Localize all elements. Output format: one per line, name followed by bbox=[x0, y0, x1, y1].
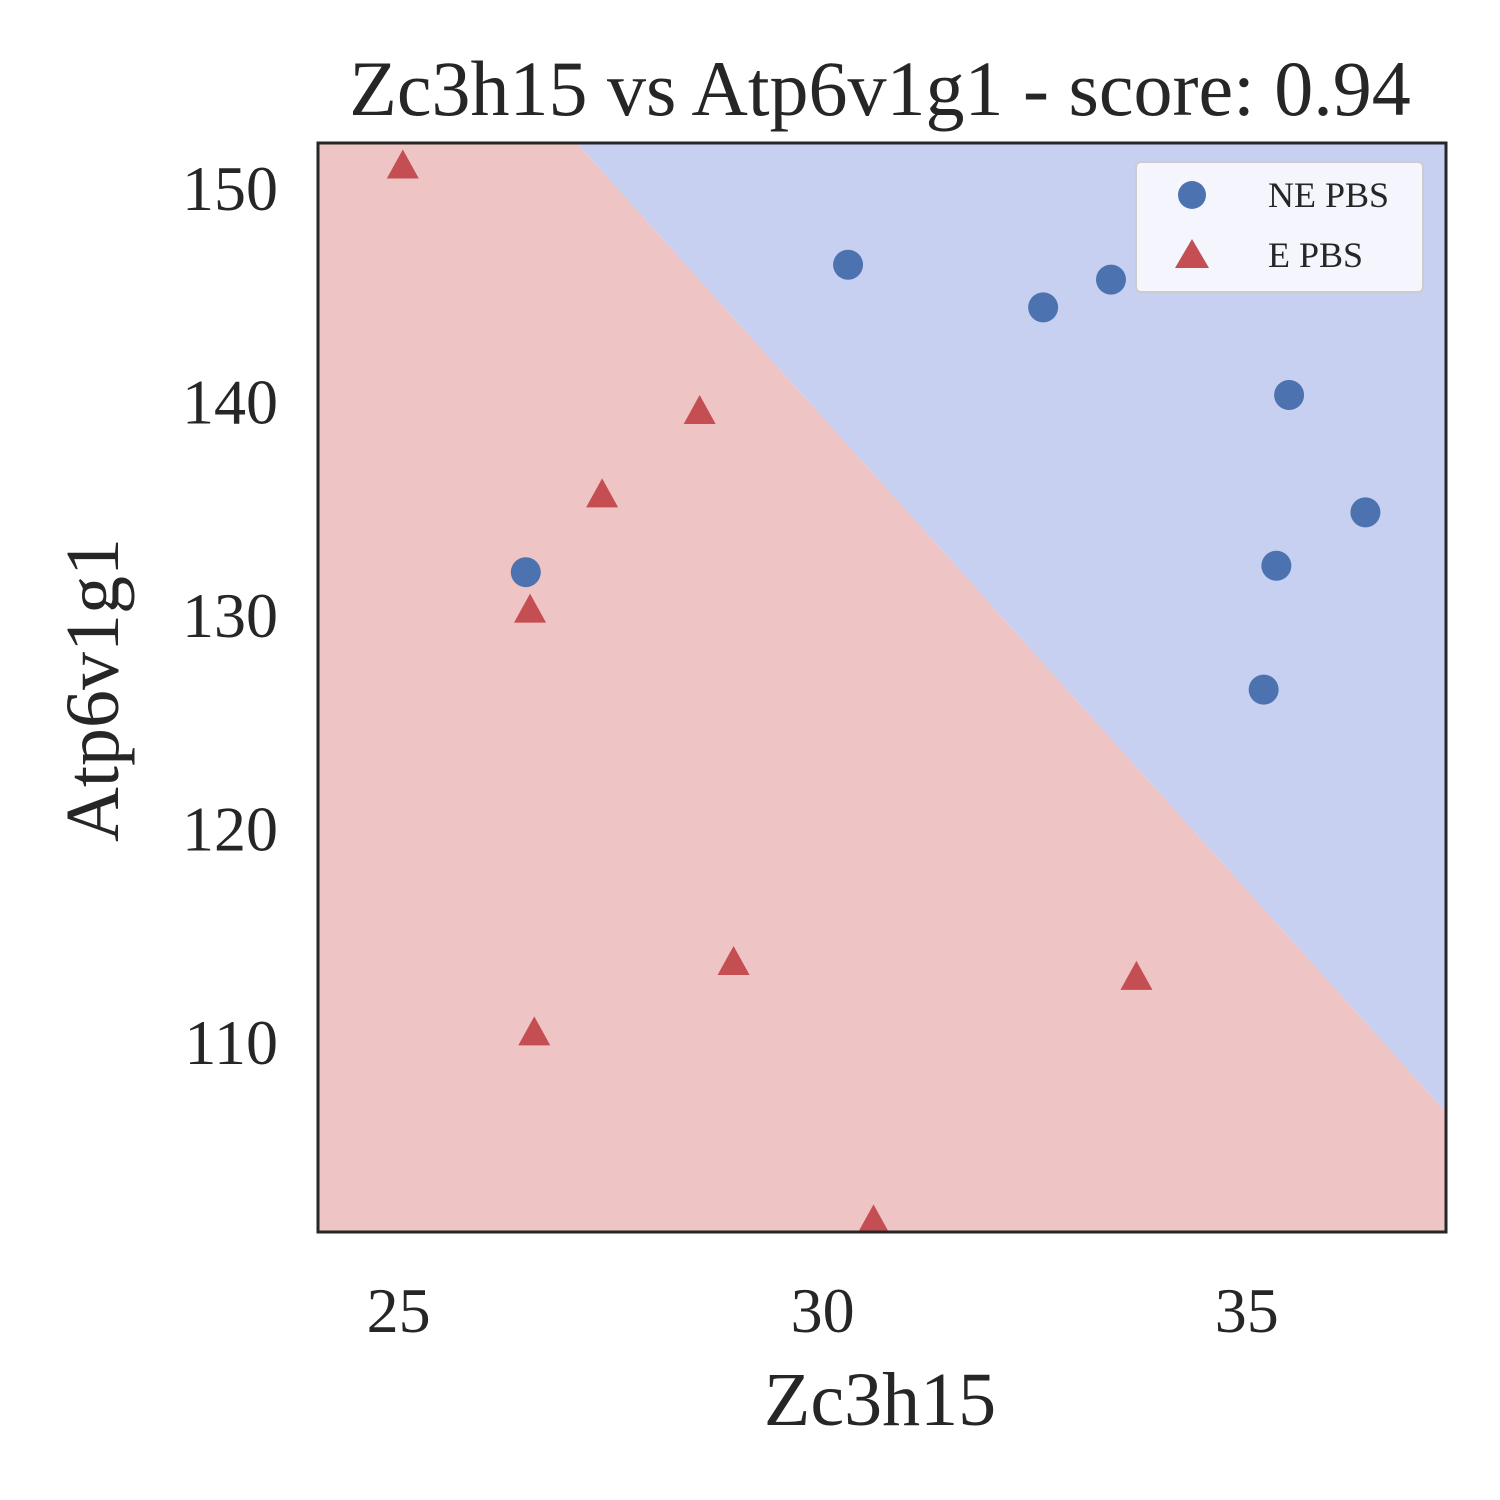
data-point-ne-pbs-4 bbox=[1274, 379, 1305, 410]
data-point-ne-pbs-7 bbox=[1248, 674, 1279, 705]
y-tick-label-120: 120 bbox=[182, 793, 278, 864]
data-point-ne-pbs-2 bbox=[1028, 292, 1059, 323]
data-point-ne-pbs-5 bbox=[1350, 497, 1381, 528]
legend-label-e-pbs: E PBS bbox=[1268, 235, 1363, 275]
y-tick-label-140: 140 bbox=[182, 366, 278, 437]
legend-box bbox=[1135, 161, 1424, 293]
decision-regions bbox=[318, 143, 1446, 1232]
x-tick-label-30: 30 bbox=[791, 1275, 855, 1346]
y-axis-label: Atp6v1g1 bbox=[51, 538, 135, 842]
y-tick-label-130: 130 bbox=[182, 580, 278, 651]
x-axis-label: Zc3h15 bbox=[764, 1358, 996, 1442]
legend: NE PBS E PBS bbox=[1135, 161, 1424, 293]
data-point-ne-pbs-6 bbox=[1261, 550, 1292, 581]
data-point-ne-pbs-1 bbox=[833, 249, 864, 280]
data-point-e-pbs-6 bbox=[1120, 960, 1153, 990]
legend-marker-ne-pbs bbox=[1178, 181, 1206, 209]
data-points bbox=[386, 149, 1381, 1234]
data-point-e-pbs-2 bbox=[683, 395, 716, 425]
legend-label-ne-pbs: NE PBS bbox=[1268, 175, 1389, 215]
y-tick-label-110: 110 bbox=[184, 1007, 278, 1078]
legend-marker-e-pbs bbox=[1175, 239, 1209, 268]
plot-frame bbox=[316, 141, 1448, 1234]
x-tick-label-35: 35 bbox=[1215, 1275, 1279, 1346]
x-tick-label-25: 25 bbox=[367, 1275, 431, 1346]
x-axis-ticks: 25 30 35 bbox=[367, 1275, 1279, 1346]
e-pbs-region bbox=[318, 143, 1446, 1232]
data-point-ne-pbs-3 bbox=[1095, 264, 1126, 295]
data-point-e-pbs-3 bbox=[586, 478, 619, 508]
y-tick-label-150: 150 bbox=[182, 153, 278, 224]
chart-title: Zc3h15 vs Atp6v1g1 - score: 0.94 bbox=[349, 45, 1411, 132]
data-point-e-pbs-5 bbox=[717, 945, 750, 975]
data-point-e-pbs-4 bbox=[514, 593, 547, 623]
y-axis-ticks: 110 120 130 140 150 bbox=[182, 153, 278, 1078]
data-point-ne-pbs-8 bbox=[510, 557, 541, 588]
data-point-e-pbs-8 bbox=[857, 1204, 890, 1234]
data-point-e-pbs-1 bbox=[386, 149, 419, 179]
data-point-e-pbs-7 bbox=[518, 1016, 551, 1046]
